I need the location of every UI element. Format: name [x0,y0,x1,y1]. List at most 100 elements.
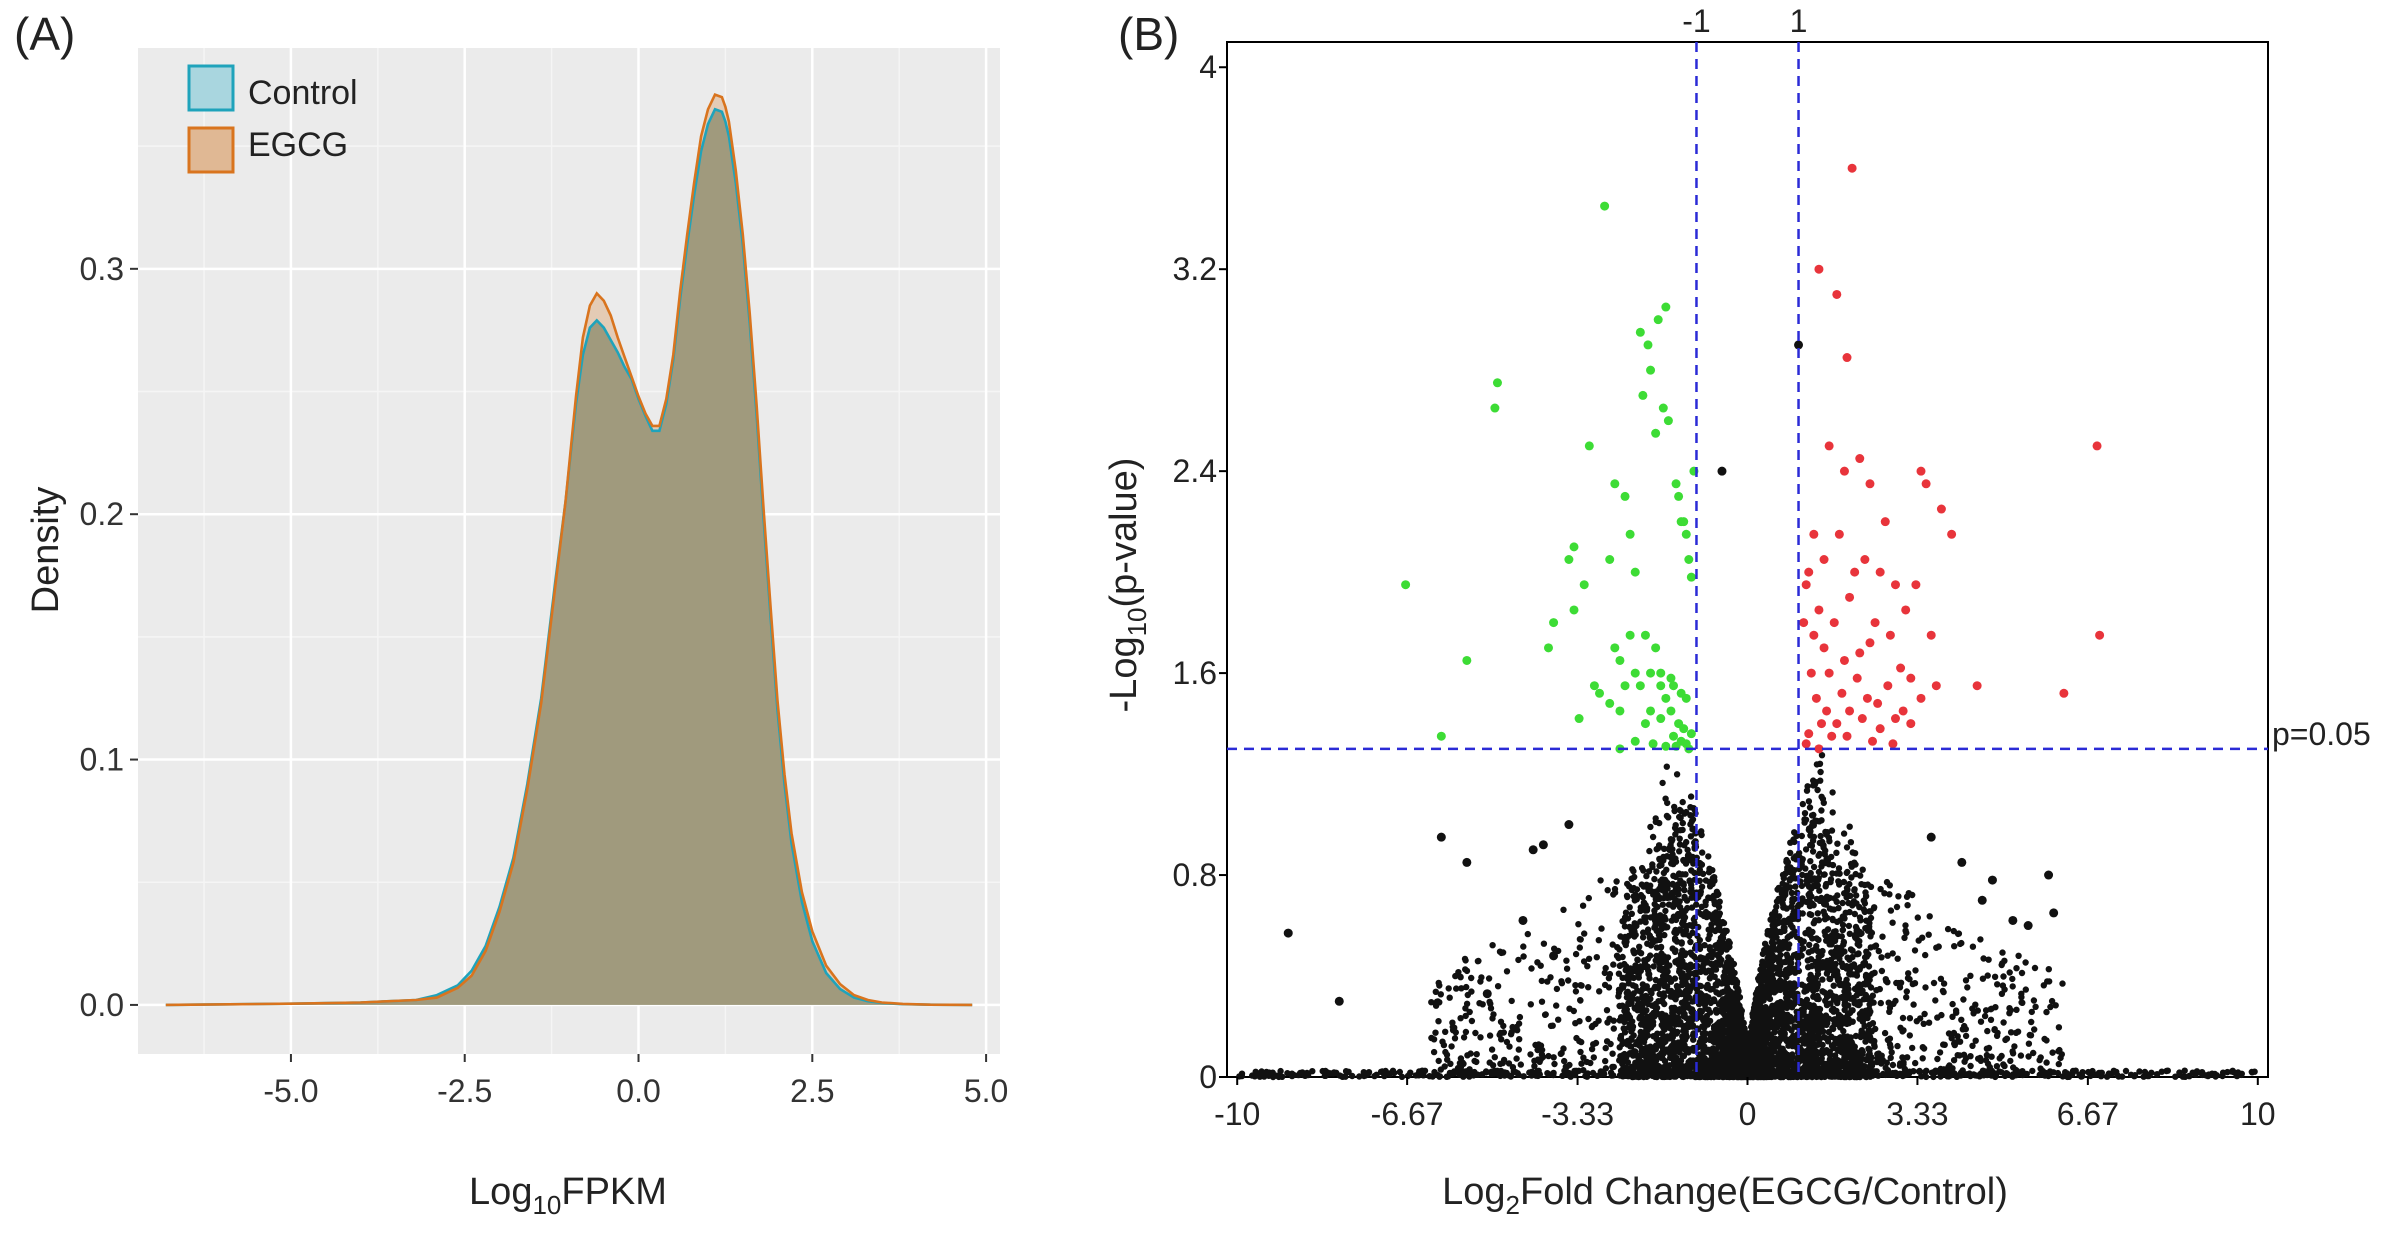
vertical-threshold-label: 1 [1790,3,1808,39]
point-down-regulated [1569,605,1579,615]
vertical-threshold-label: -1 [1682,3,1710,39]
point-down-regulated [1684,555,1694,564]
point-up-regulated [1936,504,1946,514]
panel-a-legend: Control EGCG [187,64,358,174]
point-up-regulated [1832,289,1842,299]
x-tick-label: -6.67 [1371,1096,1444,1132]
point-up-regulated [1888,739,1898,749]
x-tick-label: 0 [1739,1096,1757,1132]
x-title-a-rest: FPKM [561,1171,667,1213]
point-not-significant [1977,895,1987,905]
point-up-regulated [1824,668,1834,678]
point-down-regulated [1669,731,1679,741]
point-down-regulated [1605,555,1615,564]
point-up-regulated [1847,163,1857,173]
x-tick-label: 2.5 [790,1073,834,1109]
x-tick-label: 6.67 [2057,1096,2119,1132]
point-not-significant [1717,466,1727,476]
point-down-regulated [1615,706,1625,716]
y-tick-label: 2.4 [1173,453,1217,489]
point-up-regulated [1824,441,1834,451]
point-up-regulated [1890,714,1900,724]
point-not-significant [1957,857,1967,867]
point-up-regulated [1875,724,1885,734]
point-up-regulated [1801,739,1811,749]
point-up-regulated [1898,706,1908,716]
y-tick-label: 0.2 [80,496,124,532]
point-down-regulated [1462,655,1472,665]
point-up-regulated [1857,714,1867,724]
point-up-regulated [1806,668,1816,678]
x-tick-label: 10 [2240,1096,2276,1132]
point-down-regulated [1625,630,1635,640]
point-up-regulated [1916,693,1926,703]
point-not-significant [1482,989,1492,999]
point-up-regulated [1819,643,1829,653]
x-title-b-main: Log [1442,1171,1505,1213]
point-down-regulated [1646,706,1656,716]
point-down-regulated [1671,479,1681,489]
point-up-regulated [1947,529,1957,539]
panel-b-x-axis-title: Log2Fold Change(EGCG/Control) [1442,1171,2008,1220]
y-title-b-main: -Log [1103,636,1145,712]
point-up-regulated [1972,681,1982,691]
point-down-regulated [1681,693,1691,703]
point-up-regulated [1931,681,1941,691]
panel-b-plot-frame [1226,41,2269,1078]
point-up-regulated [1842,731,1852,741]
point-down-regulated [1635,681,1645,691]
density-overlap-area [165,109,973,1005]
point-up-regulated [2095,630,2105,640]
point-up-regulated [1860,555,1870,564]
point-down-regulated [1600,201,1610,211]
point-up-regulated [1811,693,1821,703]
point-down-regulated [1564,555,1574,564]
x-tick-label: -10 [1214,1096,1260,1132]
point-down-regulated [1630,736,1640,746]
x-tick-label: 0.0 [616,1073,660,1109]
point-up-regulated [1827,731,1837,741]
x-tick-label: 3.33 [1886,1096,1948,1132]
y-title-b-rest: (p-value) [1103,458,1145,608]
point-up-regulated [1865,638,1875,648]
panel-b: (B) -1 1 p=0.05 -10 -6.67 -3.33 0 3.33 6.67 10 0 0… [1103,3,2371,1220]
point-down-regulated [1651,428,1661,438]
point-up-regulated [1845,592,1855,602]
panel-b-scatter-points [1236,163,2258,1081]
legend-label-egcg: EGCG [248,126,348,164]
y-tick-label: 0 [1199,1059,1217,1095]
point-down-regulated [1666,673,1676,683]
panel-b-label: (B) [1118,8,1179,60]
point-up-regulated [1870,618,1880,628]
panel-a-y-axis-title: Density [25,487,67,614]
panel-a-label: (A) [14,8,75,60]
panel-b-ticks: -10 -6.67 -3.33 0 3.33 6.67 10 0 0.8 1.6 2.4 3.2 4 [1173,49,2276,1132]
point-up-regulated [2059,688,2069,698]
point-up-regulated [1865,479,1875,489]
point-not-significant [1564,820,1574,830]
legend-swatch-control [187,64,235,112]
point-down-regulated [1648,739,1658,749]
point-up-regulated [1921,479,1931,489]
point-down-regulated [1625,529,1635,539]
point-up-regulated [1906,673,1916,683]
point-up-regulated [2092,441,2102,451]
point-up-regulated [1814,605,1824,615]
panel-a-ticks: -5.0 -2.5 0.0 2.5 5.0 0.0 0.1 0.2 0.3 [80,251,1009,1109]
x-title-a-sub: 10 [532,1190,561,1220]
point-not-significant [2049,908,2059,918]
point-down-regulated [1679,724,1689,734]
panel-b-y-axis-title: -Log10(p-value) [1103,458,1152,713]
panel-a: (A) -5.0 -2.5 0.0 2.5 5.0 0.0 0.1 0.2 0.3 Contro… [14,8,1008,1220]
point-down-regulated [1669,681,1679,691]
point-up-regulated [1801,580,1811,590]
panel-a-x-axis-title: Log10FPKM [469,1171,667,1220]
point-not-significant [1794,340,1804,350]
point-down-regulated [1620,681,1630,691]
point-not-significant [1538,840,1548,850]
point-up-regulated [1845,706,1855,716]
point-down-regulated [1605,698,1615,708]
point-down-regulated [1579,580,1589,590]
point-up-regulated [1804,729,1814,739]
